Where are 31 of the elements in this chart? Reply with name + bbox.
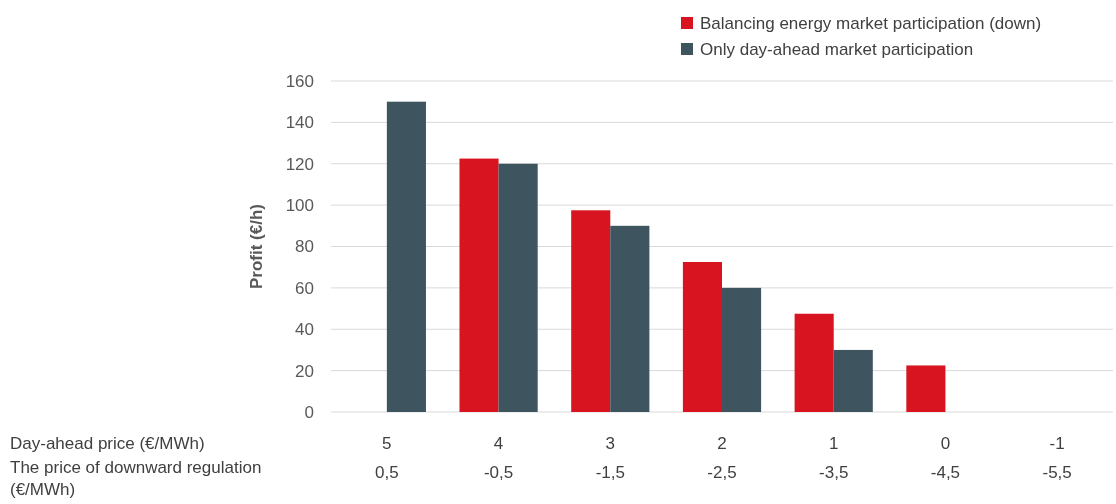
y-tick-label: 60 [295, 278, 314, 298]
bar [682, 262, 722, 412]
bar [833, 349, 873, 412]
y-tick-label: 160 [285, 71, 314, 91]
x-tick-label: 0 -4,5 [930, 434, 961, 482]
y-tick-label: 20 [295, 361, 314, 381]
bar [906, 365, 946, 412]
text: Day-ahead price (€/MWh) [10, 434, 205, 453]
x-tick-label: 1 -3,5 [819, 434, 849, 482]
legend-label: Only day-ahead market participation [700, 39, 974, 59]
bar [498, 163, 538, 412]
x-tick-label: 5 0,5 [375, 434, 399, 482]
bar [571, 210, 611, 412]
bar [610, 225, 650, 412]
bar [722, 287, 762, 412]
y-tick-label: 100 [285, 196, 314, 216]
text: The price of downward regulation (€/MWh) [10, 458, 262, 499]
y-tick-label: 140 [285, 113, 314, 133]
x-tick-label: 3 -1,5 [595, 434, 625, 482]
bar [794, 313, 834, 412]
bar [386, 101, 426, 412]
bar [459, 158, 499, 412]
y-tick-label: 0 [304, 402, 314, 422]
x-tick-label: 2 -2,5 [707, 434, 737, 482]
x-tick-label: 4 -0,5 [483, 434, 514, 482]
x-tick-label: -1 -5,5 [1042, 434, 1072, 482]
y-tick-label: 120 [285, 154, 314, 174]
y-tick-label: 40 [295, 320, 314, 340]
legend-label: Balancing energy market participation (down) [700, 13, 1042, 33]
y-tick-label: 80 [295, 237, 314, 257]
y-axis-title: Profit (€/h) [247, 204, 266, 289]
